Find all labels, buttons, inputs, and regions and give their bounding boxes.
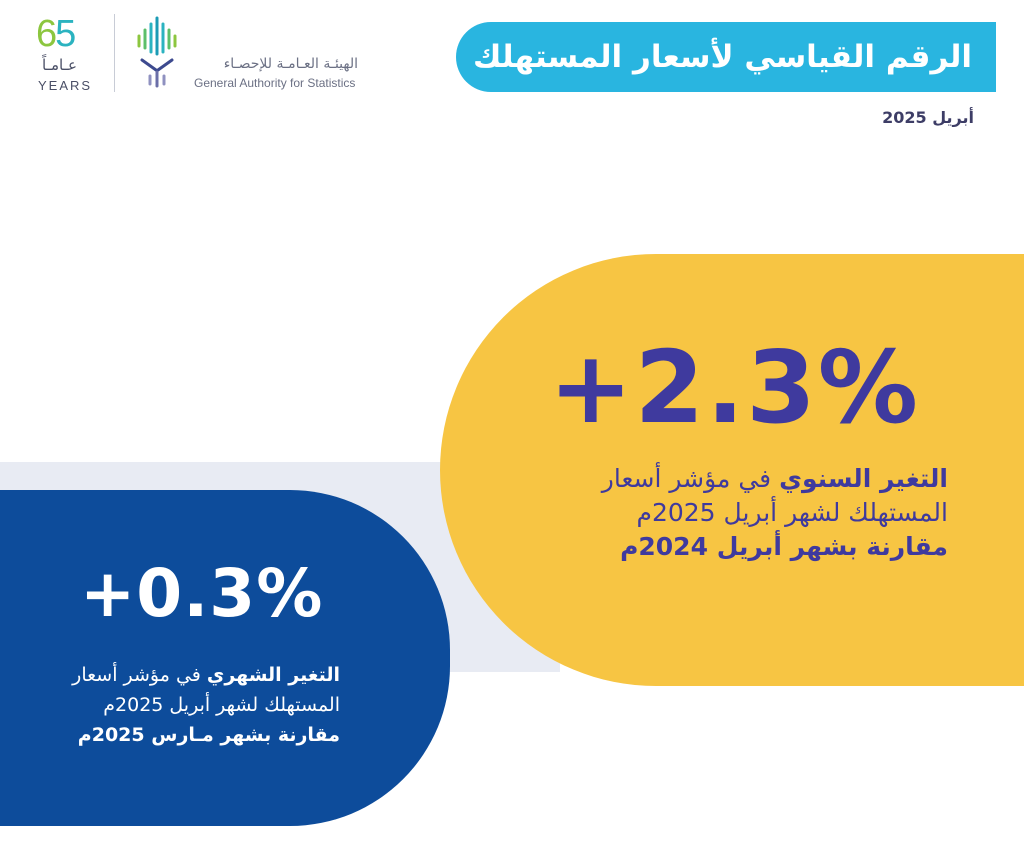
monthly-change-value: +0.3% <box>80 555 324 632</box>
title-bar: الرقم القياسي لأسعار المستهلك <box>456 22 996 92</box>
annual-change-description: التغير السنوي في مؤشر أسعار المستهلك لشه… <box>528 462 948 564</box>
anniversary-logo: 65 عـامـاً YEARS <box>32 14 104 96</box>
anniversary-number: 65 <box>36 13 76 55</box>
anniversary-label-en: YEARS <box>38 78 93 93</box>
annual-change-card: +2.3% التغير السنوي في مؤشر أسعار المسته… <box>440 254 1024 686</box>
report-date: أبريل 2025 <box>882 108 974 127</box>
monthly-desc-line1: في مؤشر أسعار <box>72 664 207 686</box>
anniversary-label-ar: عـامـاً <box>42 56 77 74</box>
annual-desc-line2: المستهلك لشهر أبريل 2025م <box>636 498 948 527</box>
logo-divider <box>114 14 115 92</box>
org-name-en: General Authority for Statistics <box>194 76 356 90</box>
gastat-logo <box>137 16 177 88</box>
annual-change-value: +2.3% <box>548 329 920 446</box>
monthly-desc-line2: المستهلك لشهر أبريل 2025م <box>103 694 340 716</box>
monthly-desc-line3: مقارنة بشهر مـارس 2025م <box>77 724 340 746</box>
page-title: الرقم القياسي لأسعار المستهلك <box>472 39 972 75</box>
annual-desc-line1: في مؤشر أسعار <box>601 464 780 493</box>
monthly-change-description: التغير الشهري في مؤشر أسعار المستهلك لشه… <box>40 660 340 750</box>
monthly-change-card: +0.3% التغير الشهري في مؤشر أسعار المسته… <box>0 490 450 826</box>
monthly-desc-bold: التغير الشهري <box>206 664 340 686</box>
annual-desc-line3: مقارنة بشهر أبريل 2024م <box>620 532 948 561</box>
annual-desc-bold: التغير السنوي <box>779 464 948 493</box>
org-name-ar: الهيئـة العـامـة للإحصـاء <box>223 56 358 72</box>
